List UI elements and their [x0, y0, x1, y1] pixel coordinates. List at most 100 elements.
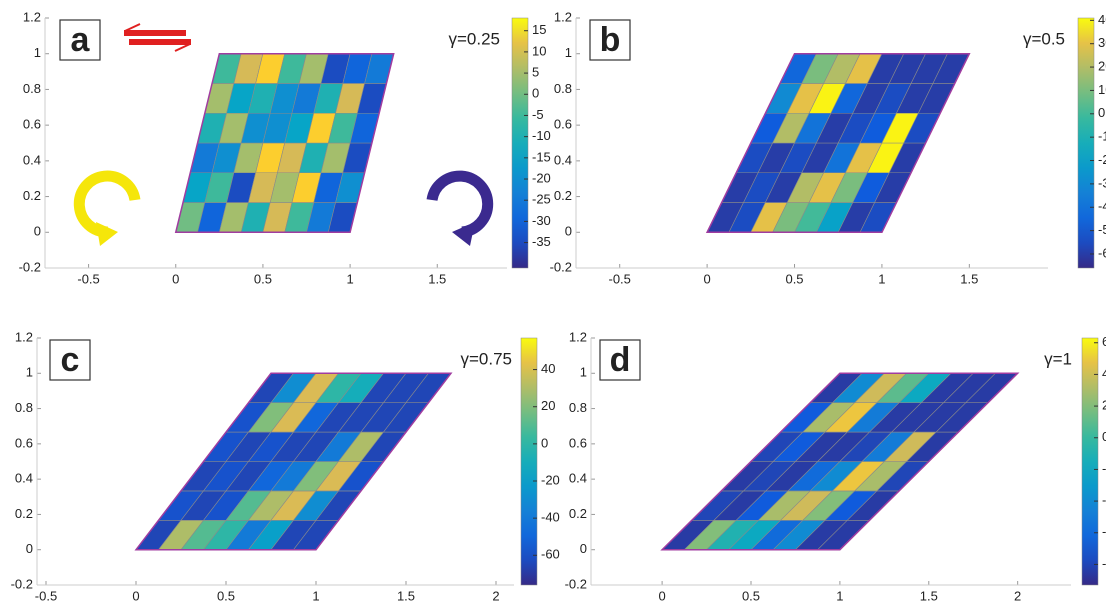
colorbar-tick-label: 5	[532, 65, 539, 80]
shear-arrows	[124, 23, 191, 52]
rotation-arrow-ccw	[73, 170, 141, 246]
y-tick-label: 1.2	[23, 9, 41, 24]
colorbar-tick-label: -50	[1098, 222, 1106, 237]
colorbar	[1081, 337, 1099, 586]
colorbar-tick-label: -20	[1102, 461, 1106, 476]
region-outline	[174, 52, 395, 234]
colorbar-tick-label: -15	[532, 149, 551, 164]
y-tick-label: 0	[565, 224, 572, 239]
y-tick-label: 0.8	[554, 81, 572, 96]
colorbar-tick-label: -60	[1098, 245, 1106, 260]
x-tick-label: 0	[658, 588, 665, 603]
y-tick-label: 1	[565, 45, 572, 60]
x-tick-label: 0	[132, 588, 139, 603]
x-tick-label: 2	[492, 588, 499, 603]
panel: -0.2 0 0.2 0.4 0.6 0.8 1 1.2 -0.5 0 0.5 1 1.5 -35 -30 -…	[19, 9, 551, 286]
y-tick-label: 0.4	[15, 471, 33, 486]
colorbar-tick-label: -20	[1098, 152, 1106, 167]
y-tick-label: 0.8	[569, 400, 587, 415]
colorbar-tick-label: 40	[1098, 12, 1106, 27]
colorbar-tick-label: 30	[1098, 35, 1106, 50]
x-tick-label: 1	[878, 271, 885, 286]
colorbar-tick-label: -30	[532, 213, 551, 228]
shear-label: γ=0.75	[460, 349, 512, 368]
colorbar-tick-label: -10	[1098, 129, 1106, 144]
colorbar-tick-label: 0	[541, 435, 548, 450]
y-tick-label: 1	[580, 365, 587, 380]
colorbar-tick-label: 60	[1102, 334, 1106, 349]
colorbar-tick-label: 0	[532, 86, 539, 101]
panel-label: d	[610, 341, 631, 379]
x-tick-label: 0	[703, 271, 710, 286]
shear-label: γ=1	[1044, 349, 1072, 368]
y-tick-label: 0.2	[554, 188, 572, 203]
panel-label: c	[61, 341, 80, 379]
colorbar-tick-label: 10	[1098, 82, 1106, 97]
x-tick-label: 1.5	[397, 588, 415, 603]
colorbar-tick-label: -40	[541, 510, 560, 525]
colorbar-tick-label: -80	[1102, 556, 1106, 571]
shear-label: γ=0.5	[1023, 29, 1065, 48]
y-tick-label: 0.4	[554, 152, 572, 167]
y-tick-label: 0.8	[15, 400, 33, 415]
y-tick-label: 0.6	[554, 117, 572, 132]
panel: -0.2 0 0.2 0.4 0.6 0.8 1 1.2 -0.5 0 0.5 1 1.5 2 -60 -40…	[11, 329, 560, 603]
y-tick-label: 0.2	[23, 188, 41, 203]
x-tick-label: 1.5	[920, 588, 938, 603]
x-tick-label: 0.5	[742, 588, 760, 603]
shear-label: γ=0.25	[448, 29, 500, 48]
y-tick-label: 1	[26, 365, 33, 380]
colorbar-tick-label: 0	[1102, 429, 1106, 444]
panel-label: a	[71, 21, 91, 59]
colorbar-tick-label: -60	[1102, 524, 1106, 539]
colorbar-tick-label: 40	[1102, 366, 1106, 381]
y-tick-label: 0.4	[23, 152, 41, 167]
y-tick-label: 0.2	[569, 506, 587, 521]
x-tick-label: 1	[836, 588, 843, 603]
colorbar-tick-label: 15	[532, 22, 546, 37]
x-tick-label: 1.5	[428, 271, 446, 286]
panel-label-box	[49, 339, 91, 381]
region-outline	[705, 52, 971, 234]
colorbar-tick-label: -5	[532, 107, 544, 122]
x-tick-label: 1.5	[960, 271, 978, 286]
x-tick-label: 0.5	[217, 588, 235, 603]
y-tick-label: 0.2	[15, 506, 33, 521]
colorbar-tick-label: -20	[541, 472, 560, 487]
region-outline	[134, 372, 453, 551]
colorbar-tick-label: 0	[1098, 105, 1105, 120]
y-tick-label: -0.2	[550, 259, 572, 274]
colorbar	[520, 337, 538, 586]
colorbar-tick-label: -25	[532, 192, 551, 207]
y-tick-label: 0.6	[569, 435, 587, 450]
colorbar-tick-label: -30	[1098, 175, 1106, 190]
colorbar-tick-label: 20	[1102, 398, 1106, 413]
colorbar	[1077, 17, 1095, 269]
panel: -0.2 0 0.2 0.4 0.6 0.8 1 1.2 -0.5 0 0.5 1 1.5 -60 -50 -…	[550, 9, 1106, 286]
x-tick-label: 2	[1014, 588, 1021, 603]
y-tick-label: -0.2	[19, 259, 41, 274]
colorbar-tick-label: 20	[1098, 59, 1106, 74]
panel-label-box	[59, 19, 101, 61]
x-tick-label: 0	[172, 271, 179, 286]
colorbar-tick-label: 20	[541, 398, 555, 413]
y-tick-label: 0	[26, 541, 33, 556]
x-tick-label: -0.5	[609, 271, 631, 286]
x-tick-label: 0.5	[785, 271, 803, 286]
x-tick-label: 0.5	[254, 271, 272, 286]
y-tick-label: 1.2	[554, 9, 572, 24]
region-outline	[660, 372, 1020, 551]
colorbar-tick-label: 10	[532, 43, 546, 58]
panel-label-box	[589, 19, 631, 61]
y-tick-label: 0.6	[15, 435, 33, 450]
x-tick-label: -0.5	[77, 271, 99, 286]
colorbar-tick-label: -20	[532, 170, 551, 185]
colorbar-tick-label: -60	[541, 547, 560, 562]
y-tick-label: 1.2	[569, 329, 587, 344]
y-tick-label: 1.2	[15, 329, 33, 344]
colorbar-tick-label: -40	[1098, 199, 1106, 214]
panel-label-box	[599, 339, 641, 381]
y-tick-label: 0.8	[23, 81, 41, 96]
colorbar	[511, 17, 529, 269]
